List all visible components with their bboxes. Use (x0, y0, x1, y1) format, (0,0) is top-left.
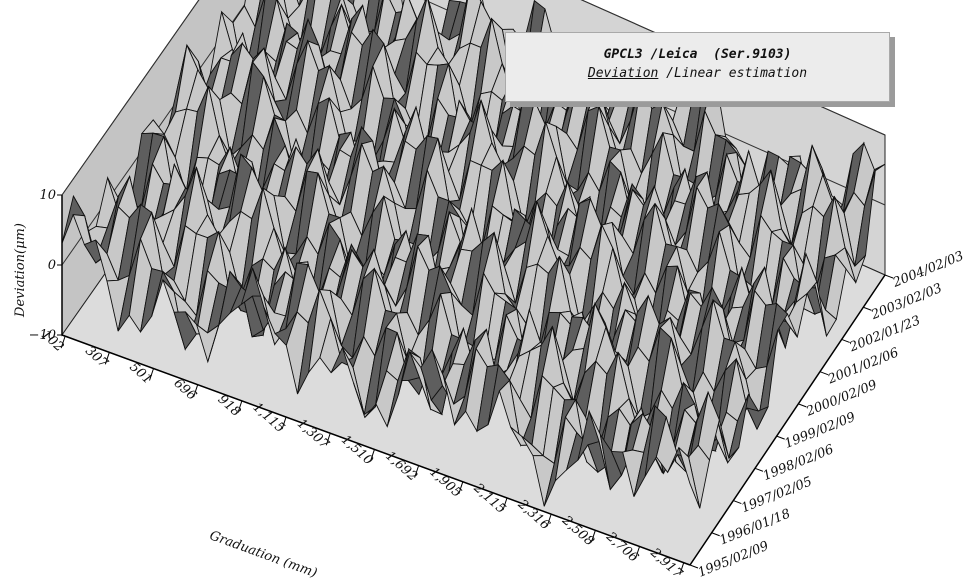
x-tick-mark (590, 530, 596, 543)
x-tick-mark (60, 335, 66, 349)
y-tick-mark (711, 532, 720, 537)
x-tick-mark (414, 465, 420, 478)
y-tick-mark (733, 500, 742, 505)
x-axis-title: Graduation (mm) (207, 528, 319, 581)
x-tick-mark (237, 400, 243, 414)
subtitle-deviation: Deviation (587, 66, 659, 81)
z-tick-label: 10 (39, 188, 56, 203)
y-tick-mark (798, 403, 807, 408)
x-tick-mark (325, 433, 331, 446)
deviation-surface (61, 0, 886, 509)
y-tick-mark (841, 338, 850, 343)
x-tick-mark (679, 562, 685, 575)
x-axis-line (61, 334, 691, 566)
x-tick-mark (193, 384, 199, 397)
z-tick-label: −10 (29, 328, 56, 343)
y-tick-mark (776, 435, 785, 440)
z-axis-title: Deviation(μm) (13, 223, 28, 318)
x-tick-mark (369, 449, 375, 462)
x-tick-mark (546, 513, 552, 527)
y-tick-mark (689, 564, 699, 569)
x-tick-mark (458, 481, 464, 494)
subtitle-rest: /Linear estimation (658, 66, 808, 81)
y-tick-mark (863, 306, 872, 311)
x-tick-mark (104, 352, 110, 365)
chart-title: GPCL3 /Leica (Ser.9103) (603, 47, 792, 62)
chart-legend: GPCL3 /Leica (Ser.9103) Deviation /Linea… (505, 32, 890, 102)
y-tick-label: 1995/02/09 (696, 539, 771, 581)
chart-subtitle: Deviation /Linear estimation (506, 66, 889, 81)
x-tick-mark (149, 368, 154, 381)
x-tick-mark (635, 546, 641, 559)
y-tick-mark (819, 371, 829, 376)
surface-cell (678, 447, 701, 509)
y-axis-line (689, 274, 886, 566)
x-tick-mark (502, 497, 508, 511)
z-tick-label: 0 (48, 258, 56, 273)
x-tick-mark (281, 416, 287, 430)
y-tick-mark (884, 274, 894, 279)
y-tick-mark (754, 467, 764, 472)
